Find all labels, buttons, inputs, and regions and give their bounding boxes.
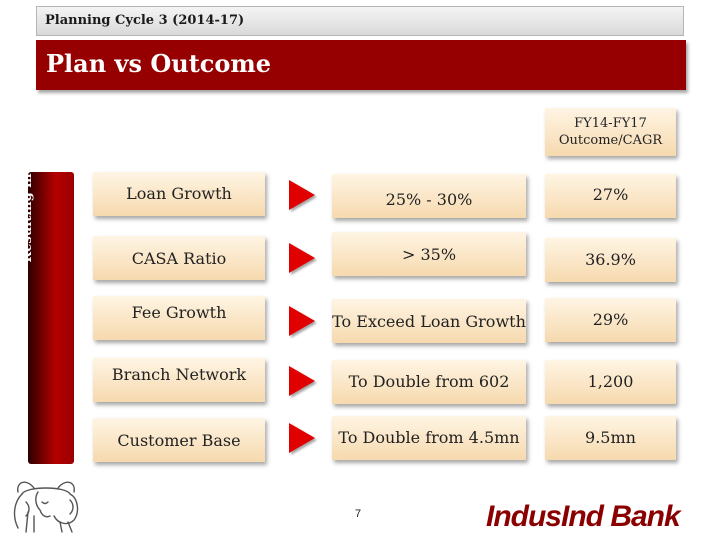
- row-outcome: 27%: [592, 185, 629, 204]
- row-outcome-box: 27%: [545, 174, 676, 218]
- row-target-box: > 35%: [332, 232, 526, 276]
- row-label: Customer Base: [117, 431, 241, 450]
- red-triangle-arrow-icon: [289, 180, 315, 210]
- row-target-box: 25% - 30%: [332, 174, 526, 218]
- row-target-box: To Double from 4.5mn: [332, 416, 526, 460]
- red-triangle-arrow-icon: [289, 423, 315, 453]
- brand-logo: IndusInd Bank: [486, 500, 681, 533]
- row-label: Loan Growth: [126, 184, 232, 203]
- side-label: Resulting in: [20, 173, 35, 263]
- row-outcome-box: 1,200: [545, 360, 676, 404]
- row-target-box: To Double from 602: [332, 360, 526, 404]
- outcome-header-line-2: Outcome/CAGR: [558, 133, 663, 148]
- row-target: To Double from 602: [348, 372, 510, 391]
- red-triangle-arrow-icon: [289, 243, 315, 273]
- page-title: Plan vs Outcome: [46, 49, 272, 78]
- outcome-header-line-1: FY14-FY17: [574, 116, 647, 131]
- row-label-box: Loan Growth: [93, 172, 265, 216]
- side-bar: Resulting in: [20, 172, 74, 464]
- bull-logo-icon: [13, 481, 79, 533]
- row-outcome-box: 29%: [545, 298, 676, 342]
- row-label-box: Customer Base: [93, 418, 265, 462]
- row-target-box: To Exceed Loan Growth: [332, 299, 526, 343]
- row-outcome: 36.9%: [585, 250, 636, 269]
- row-label: CASA Ratio: [131, 249, 227, 268]
- cycle-label: Planning Cycle 3 (2014-17): [45, 13, 245, 28]
- row-label-box: Fee Growth: [93, 296, 265, 340]
- row-outcome: 1,200: [587, 372, 634, 391]
- row-label-box: CASA Ratio: [93, 236, 265, 280]
- row-target: To Exceed Loan Growth: [332, 312, 526, 331]
- row-outcome-box: 9.5mn: [545, 416, 676, 460]
- row-label-box: Branch Network: [93, 358, 265, 402]
- title-bar: Plan vs Outcome: [36, 40, 686, 90]
- row-label: Fee Growth: [131, 303, 227, 322]
- outcome-header-box: FY14-FY17 Outcome/CAGR: [545, 108, 676, 156]
- row-target: 25% - 30%: [385, 190, 473, 209]
- row-target: > 35%: [401, 245, 457, 264]
- row-outcome: 9.5mn: [585, 428, 636, 447]
- row-target: To Double from 4.5mn: [338, 428, 520, 447]
- row-label: Branch Network: [111, 365, 247, 384]
- cycle-header-bar: Planning Cycle 3 (2014-17): [36, 6, 684, 36]
- red-triangle-arrow-icon: [289, 306, 315, 336]
- page-number: 7: [355, 508, 362, 520]
- row-outcome: 29%: [592, 310, 629, 329]
- red-triangle-arrow-icon: [289, 366, 315, 396]
- row-outcome-box: 36.9%: [545, 238, 676, 282]
